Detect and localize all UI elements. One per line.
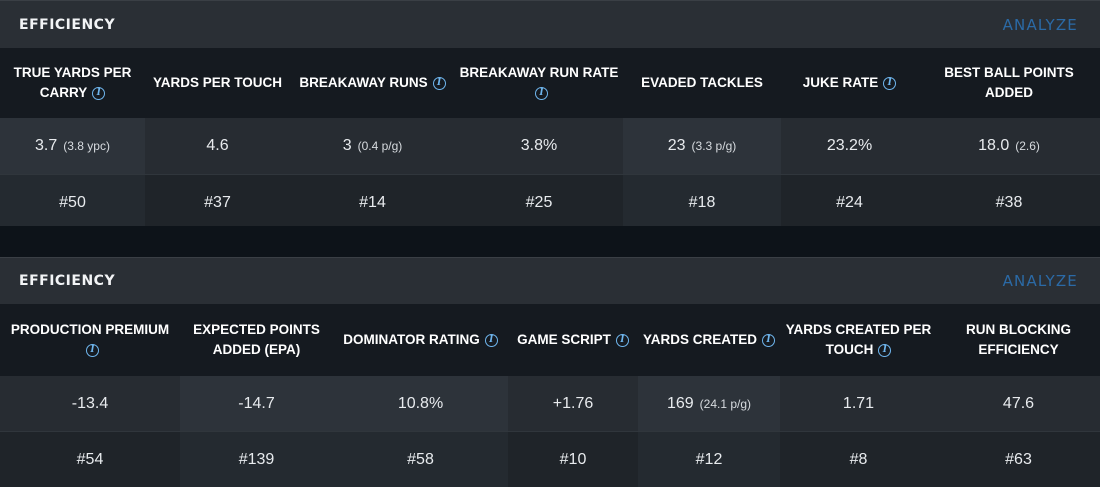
analyze-link[interactable]: ANALYZE [1003, 272, 1078, 290]
col-run-blocking-efficiency: RUN BLOCKING EFFICIENCY [937, 304, 1100, 376]
col-evaded-tackles: EVADED TACKLES [623, 48, 781, 118]
rank-cell: #50 [0, 175, 145, 231]
col-game-script: GAME SCRIPTi [508, 304, 638, 376]
panel-header: EFFICIENCY ANALYZE [0, 257, 1100, 304]
panel-gap [0, 226, 1100, 257]
value-cell: -14.7 [180, 376, 333, 432]
sub-value: (3.3 p/g) [692, 139, 737, 153]
rank-cell: #8 [780, 432, 937, 487]
col-best-ball-points-added: BEST BALL POINTS ADDED [918, 48, 1100, 118]
col-dominator-rating: DOMINATOR RATINGi [333, 304, 508, 376]
info-icon[interactable]: i [883, 77, 896, 90]
value-cell: 10.8% [333, 376, 508, 432]
value-cell: 3.7(3.8 ypc) [0, 118, 145, 175]
efficiency-panel-2: EFFICIENCY ANALYZE PRODUCTION PREMIUMi E… [0, 257, 1100, 482]
col-production-premium: PRODUCTION PREMIUMi [0, 304, 180, 376]
col-yards-created: YARDS CREATEDi [638, 304, 780, 376]
value-cell: -13.4 [0, 376, 180, 432]
rank-cell: #63 [937, 432, 1100, 487]
value-row: -13.4 -14.7 10.8% +1.76 169(24.1 p/g) 1.… [0, 376, 1100, 432]
header-row: TRUE YARDS PER CARRYi YARDS PER TOUCH BR… [0, 48, 1100, 118]
col-breakaway-runs: BREAKAWAY RUNSi [290, 48, 455, 118]
rank-cell: #25 [455, 175, 623, 231]
value-cell: 169(24.1 p/g) [638, 376, 780, 432]
value-row: 3.7(3.8 ypc) 4.6 3(0.4 p/g) 3.8% 23(3.3 … [0, 118, 1100, 175]
rank-cell: #139 [180, 432, 333, 487]
info-icon[interactable]: i [433, 77, 446, 90]
panel-header: EFFICIENCY ANALYZE [0, 0, 1100, 48]
rank-cell: #18 [623, 175, 781, 231]
rank-row: #50 #37 #14 #25 #18 #24 #38 [0, 175, 1100, 231]
stats-table: TRUE YARDS PER CARRYi YARDS PER TOUCH BR… [0, 48, 1100, 230]
info-icon[interactable]: i [485, 334, 498, 347]
col-expected-points-added: EXPECTED POINTS ADDED (EPA) [180, 304, 333, 376]
panel-title: EFFICIENCY [19, 273, 115, 289]
sub-value: (0.4 p/g) [358, 139, 403, 153]
rank-cell: #37 [145, 175, 290, 231]
rank-cell: #38 [918, 175, 1100, 231]
value-cell: 23.2% [781, 118, 918, 175]
value-cell: 3(0.4 p/g) [290, 118, 455, 175]
rank-cell: #54 [0, 432, 180, 487]
value-cell: 1.71 [780, 376, 937, 432]
info-icon[interactable]: i [86, 344, 99, 357]
value-cell: 3.8% [455, 118, 623, 175]
header-row: PRODUCTION PREMIUMi EXPECTED POINTS ADDE… [0, 304, 1100, 376]
value-cell: +1.76 [508, 376, 638, 432]
rank-cell: #10 [508, 432, 638, 487]
rank-cell: #24 [781, 175, 918, 231]
value-cell: 23(3.3 p/g) [623, 118, 781, 175]
col-true-yards-per-carry: TRUE YARDS PER CARRYi [0, 48, 145, 118]
info-icon[interactable]: i [535, 87, 548, 100]
panel-title: EFFICIENCY [19, 17, 115, 33]
value-cell: 18.0(2.6) [918, 118, 1100, 175]
efficiency-panel-1: EFFICIENCY ANALYZE TRUE YARDS PER CARRYi… [0, 0, 1100, 226]
info-icon[interactable]: i [762, 334, 775, 347]
value-cell: 47.6 [937, 376, 1100, 432]
rank-cell: #12 [638, 432, 780, 487]
analyze-link[interactable]: ANALYZE [1003, 16, 1078, 34]
sub-value: (2.6) [1015, 139, 1040, 153]
rank-cell: #58 [333, 432, 508, 487]
col-breakaway-run-rate: BREAKAWAY RUN RATEi [455, 48, 623, 118]
col-yards-per-touch: YARDS PER TOUCH [145, 48, 290, 118]
col-yards-created-per-touch: YARDS CREATED PER TOUCHi [780, 304, 937, 376]
info-icon[interactable]: i [616, 334, 629, 347]
rank-row: #54 #139 #58 #10 #12 #8 #63 [0, 432, 1100, 487]
value-cell: 4.6 [145, 118, 290, 175]
sub-value: (24.1 p/g) [700, 397, 751, 411]
stats-table: PRODUCTION PREMIUMi EXPECTED POINTS ADDE… [0, 304, 1100, 487]
col-juke-rate: JUKE RATEi [781, 48, 918, 118]
sub-value: (3.8 ypc) [63, 139, 110, 153]
info-icon[interactable]: i [92, 87, 105, 100]
info-icon[interactable]: i [878, 344, 891, 357]
rank-cell: #14 [290, 175, 455, 231]
